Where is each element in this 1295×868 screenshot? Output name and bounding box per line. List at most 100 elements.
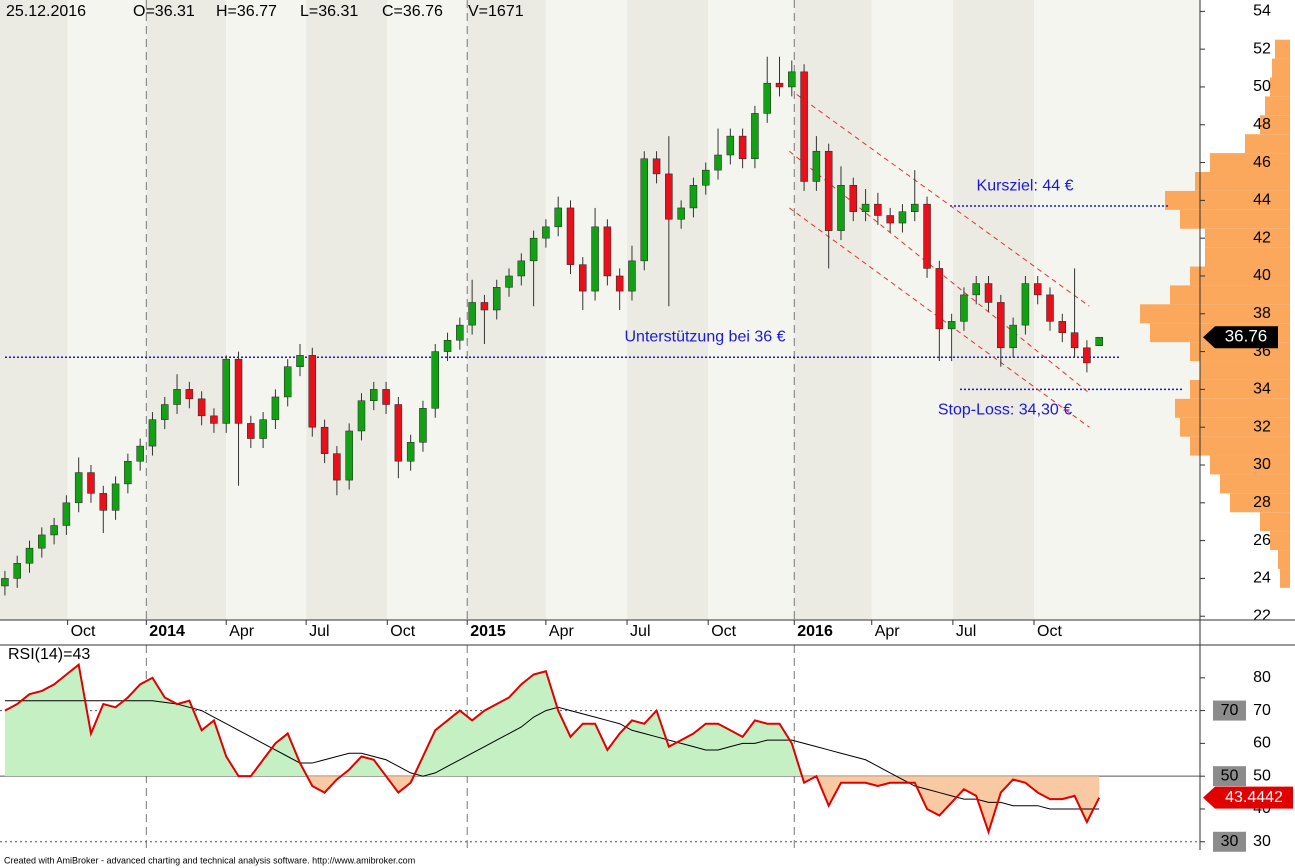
candle-body [874,203,882,216]
candle-body [333,453,341,481]
annotation: Kursziel: 44 € [977,177,1074,194]
candle-body [74,472,83,504]
y-tick-label: 30 [1253,833,1271,850]
x-tick-label: Apr [875,623,901,640]
level-label: 30 [1221,833,1239,850]
candle-body [984,283,993,303]
candle-body [529,237,538,262]
candle-body [972,283,980,296]
candle-body [517,260,526,277]
x-tick-label: 2016 [797,623,833,640]
level-label: 70 [1221,702,1239,719]
y-tick-label: 50 [1253,78,1271,95]
candle-body [566,207,575,265]
candle-body [222,358,230,424]
profile-bar [1278,550,1290,569]
rsi-fill-up [4,664,1100,777]
candle-body [38,534,46,549]
candle-body [1033,283,1042,296]
y-tick-label: 50 [1253,767,1271,784]
last-price: 36.76 [1225,327,1268,346]
candle-body [751,113,759,160]
profile-bar [1260,512,1290,532]
candle-body [13,563,21,579]
y-tick-label: 34 [1253,381,1271,398]
y-tick-label: 32 [1253,418,1271,435]
profile-bar [1170,285,1290,305]
x-tick-label: Apr [229,623,255,640]
profile-bar [1175,398,1290,418]
profile-bar [1280,568,1290,588]
profile-bar [1210,153,1290,173]
candle-body [591,226,599,292]
candle-body [911,203,919,212]
candle-body [161,404,169,420]
candle-body [960,294,968,322]
candle-body [1,578,9,587]
y-tick-label: 30 [1253,456,1271,473]
y-tick-label: 38 [1253,305,1271,322]
profile-bar [1165,190,1290,210]
candle-body [25,547,34,564]
date-header: 25.12.2016 [6,3,86,20]
trendline [789,207,1090,428]
level-box [1213,831,1246,852]
profile-bar [1180,417,1290,437]
y-tick-label: 26 [1253,532,1271,549]
candle-body [148,419,157,447]
profile-bar [1260,115,1290,135]
candle-body [443,339,452,352]
candle-body [394,404,403,462]
profile-bar [1190,266,1290,286]
y-tick-label: 52 [1253,40,1271,57]
candle-body [136,445,144,462]
candle-body [308,355,317,428]
x-tick-label: Oct [711,623,736,640]
ohlc-header: O=36.31 [133,3,195,20]
quarter-band [545,0,628,620]
candle-body [640,158,649,262]
candle-body [406,442,415,462]
candle-body [1070,332,1079,349]
profile-bar [1195,172,1290,191]
y-tick-label: 46 [1253,154,1271,171]
profile-bar [1190,436,1290,456]
last-value-tag [1203,786,1293,809]
quarter-band [226,0,307,620]
profile-bar [1272,58,1290,78]
candle-body [50,525,58,536]
profile-bar [1180,209,1290,229]
candle-body [370,389,378,401]
x-tick-label: Oct [1037,623,1062,640]
candle-body [1021,283,1030,326]
x-tick-label: Jul [630,623,650,640]
candle-body [923,203,931,269]
ohlc-header: C=36.76 [382,3,443,20]
candle-body [1046,294,1054,322]
candle-body [62,502,71,526]
candle-body [345,430,353,481]
y-tick-label: 40 [1253,267,1271,284]
y-tick-label: 24 [1253,570,1271,587]
candle-body [271,396,280,420]
candle-body [579,264,587,292]
candle-body [812,150,821,182]
level-box [1213,766,1246,787]
quarter-band [146,0,227,620]
candle-body [837,184,845,231]
quarter-band [306,0,388,620]
y-tick-label: 80 [1253,669,1271,686]
quarter-band [67,0,147,620]
y-tick-label: 42 [1253,229,1271,246]
candle-body [763,82,771,114]
candle-body [898,211,907,224]
footer: Created with AmiBroker - advanced charti… [4,855,415,865]
y-tick-label: 28 [1253,494,1271,511]
candle-body [357,400,366,432]
candle-body [492,287,501,311]
quarter-band [387,0,468,620]
y-tick-label: 48 [1253,116,1271,133]
candle-body [800,71,808,182]
candle-body [99,493,108,511]
